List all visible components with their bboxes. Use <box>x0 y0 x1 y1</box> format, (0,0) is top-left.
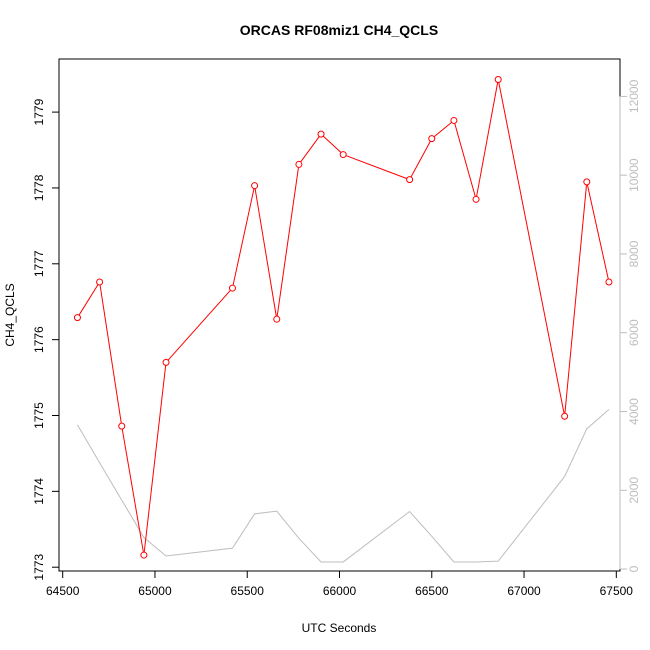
data-point <box>472 195 480 203</box>
data-point <box>339 151 347 159</box>
series-layer <box>73 75 613 563</box>
x-tick-label: 65000 <box>138 584 172 598</box>
series-segment <box>121 429 144 553</box>
y-axis-left: 1773 1774 1775 1776 1777 1778 1779 <box>32 98 60 581</box>
y-axis-right: 0 2000 4000 6000 8000 10000 12000 <box>619 79 641 572</box>
y-tick-label: 1779 <box>32 98 46 125</box>
data-point <box>228 284 236 292</box>
series-segment <box>300 136 320 163</box>
data-point <box>450 116 458 124</box>
series-segment <box>410 141 431 178</box>
series-segment <box>254 188 277 317</box>
y2-tick-label: 4000 <box>627 398 641 425</box>
x-tick-label: 65500 <box>231 584 265 598</box>
data-point <box>494 75 502 83</box>
y2-tick-label: 2000 <box>627 477 641 504</box>
data-point <box>428 135 436 143</box>
series-left <box>73 75 613 559</box>
data-point <box>96 278 104 286</box>
y2-tick-label: 6000 <box>627 319 641 346</box>
series-segment <box>433 122 452 137</box>
data-point <box>561 412 569 420</box>
data-point <box>118 422 126 430</box>
y2-tick-label: 10000 <box>627 158 641 192</box>
data-point <box>406 176 414 184</box>
series-segment <box>78 284 99 316</box>
series-segment <box>454 123 476 197</box>
data-point <box>317 130 325 138</box>
series-segment <box>143 365 167 552</box>
plot-frame <box>58 58 621 572</box>
data-point <box>162 358 170 366</box>
series-segment <box>586 184 609 279</box>
x-tick-label: 64500 <box>46 584 80 598</box>
y-axis-label: CH4_QCLS <box>3 283 17 346</box>
series-segment <box>564 185 587 414</box>
x-tick-label: 66500 <box>415 584 449 598</box>
series-segment <box>276 167 299 317</box>
series-segment <box>346 155 407 179</box>
x-axis: 64500 65000 65500 66000 66500 67000 67500 <box>46 570 634 598</box>
y2-tick-label: 0 <box>627 565 641 572</box>
series-segment <box>232 188 255 286</box>
data-point <box>73 314 81 322</box>
y-tick-label: 1777 <box>32 250 46 277</box>
data-point <box>605 278 613 286</box>
data-point <box>295 160 303 168</box>
y2-tick-label: 12000 <box>627 79 641 113</box>
series-segment <box>498 82 565 414</box>
series-segment <box>167 290 231 361</box>
y-tick-label: 1774 <box>32 478 46 505</box>
data-point <box>251 182 259 190</box>
data-point <box>583 178 591 186</box>
series-line <box>77 409 610 563</box>
y2-tick-label: 8000 <box>627 240 641 267</box>
x-tick-label: 66000 <box>323 584 357 598</box>
series-segment <box>323 135 342 153</box>
data-point <box>273 315 281 323</box>
series-segment <box>99 285 122 424</box>
x-tick-label: 67000 <box>507 584 541 598</box>
y-tick-label: 1775 <box>32 402 46 429</box>
y-tick-label: 1773 <box>32 554 46 581</box>
data-point <box>140 551 148 559</box>
x-tick-label: 67500 <box>600 584 634 598</box>
y-tick-label: 1776 <box>32 326 46 353</box>
chart-title: ORCAS RF08miz1 CH4_QCLS <box>240 22 438 38</box>
series-right <box>77 409 610 563</box>
series-segment <box>476 82 499 197</box>
y-tick-label: 1778 <box>32 174 46 201</box>
x-axis-label: UTC Seconds <box>302 621 377 635</box>
